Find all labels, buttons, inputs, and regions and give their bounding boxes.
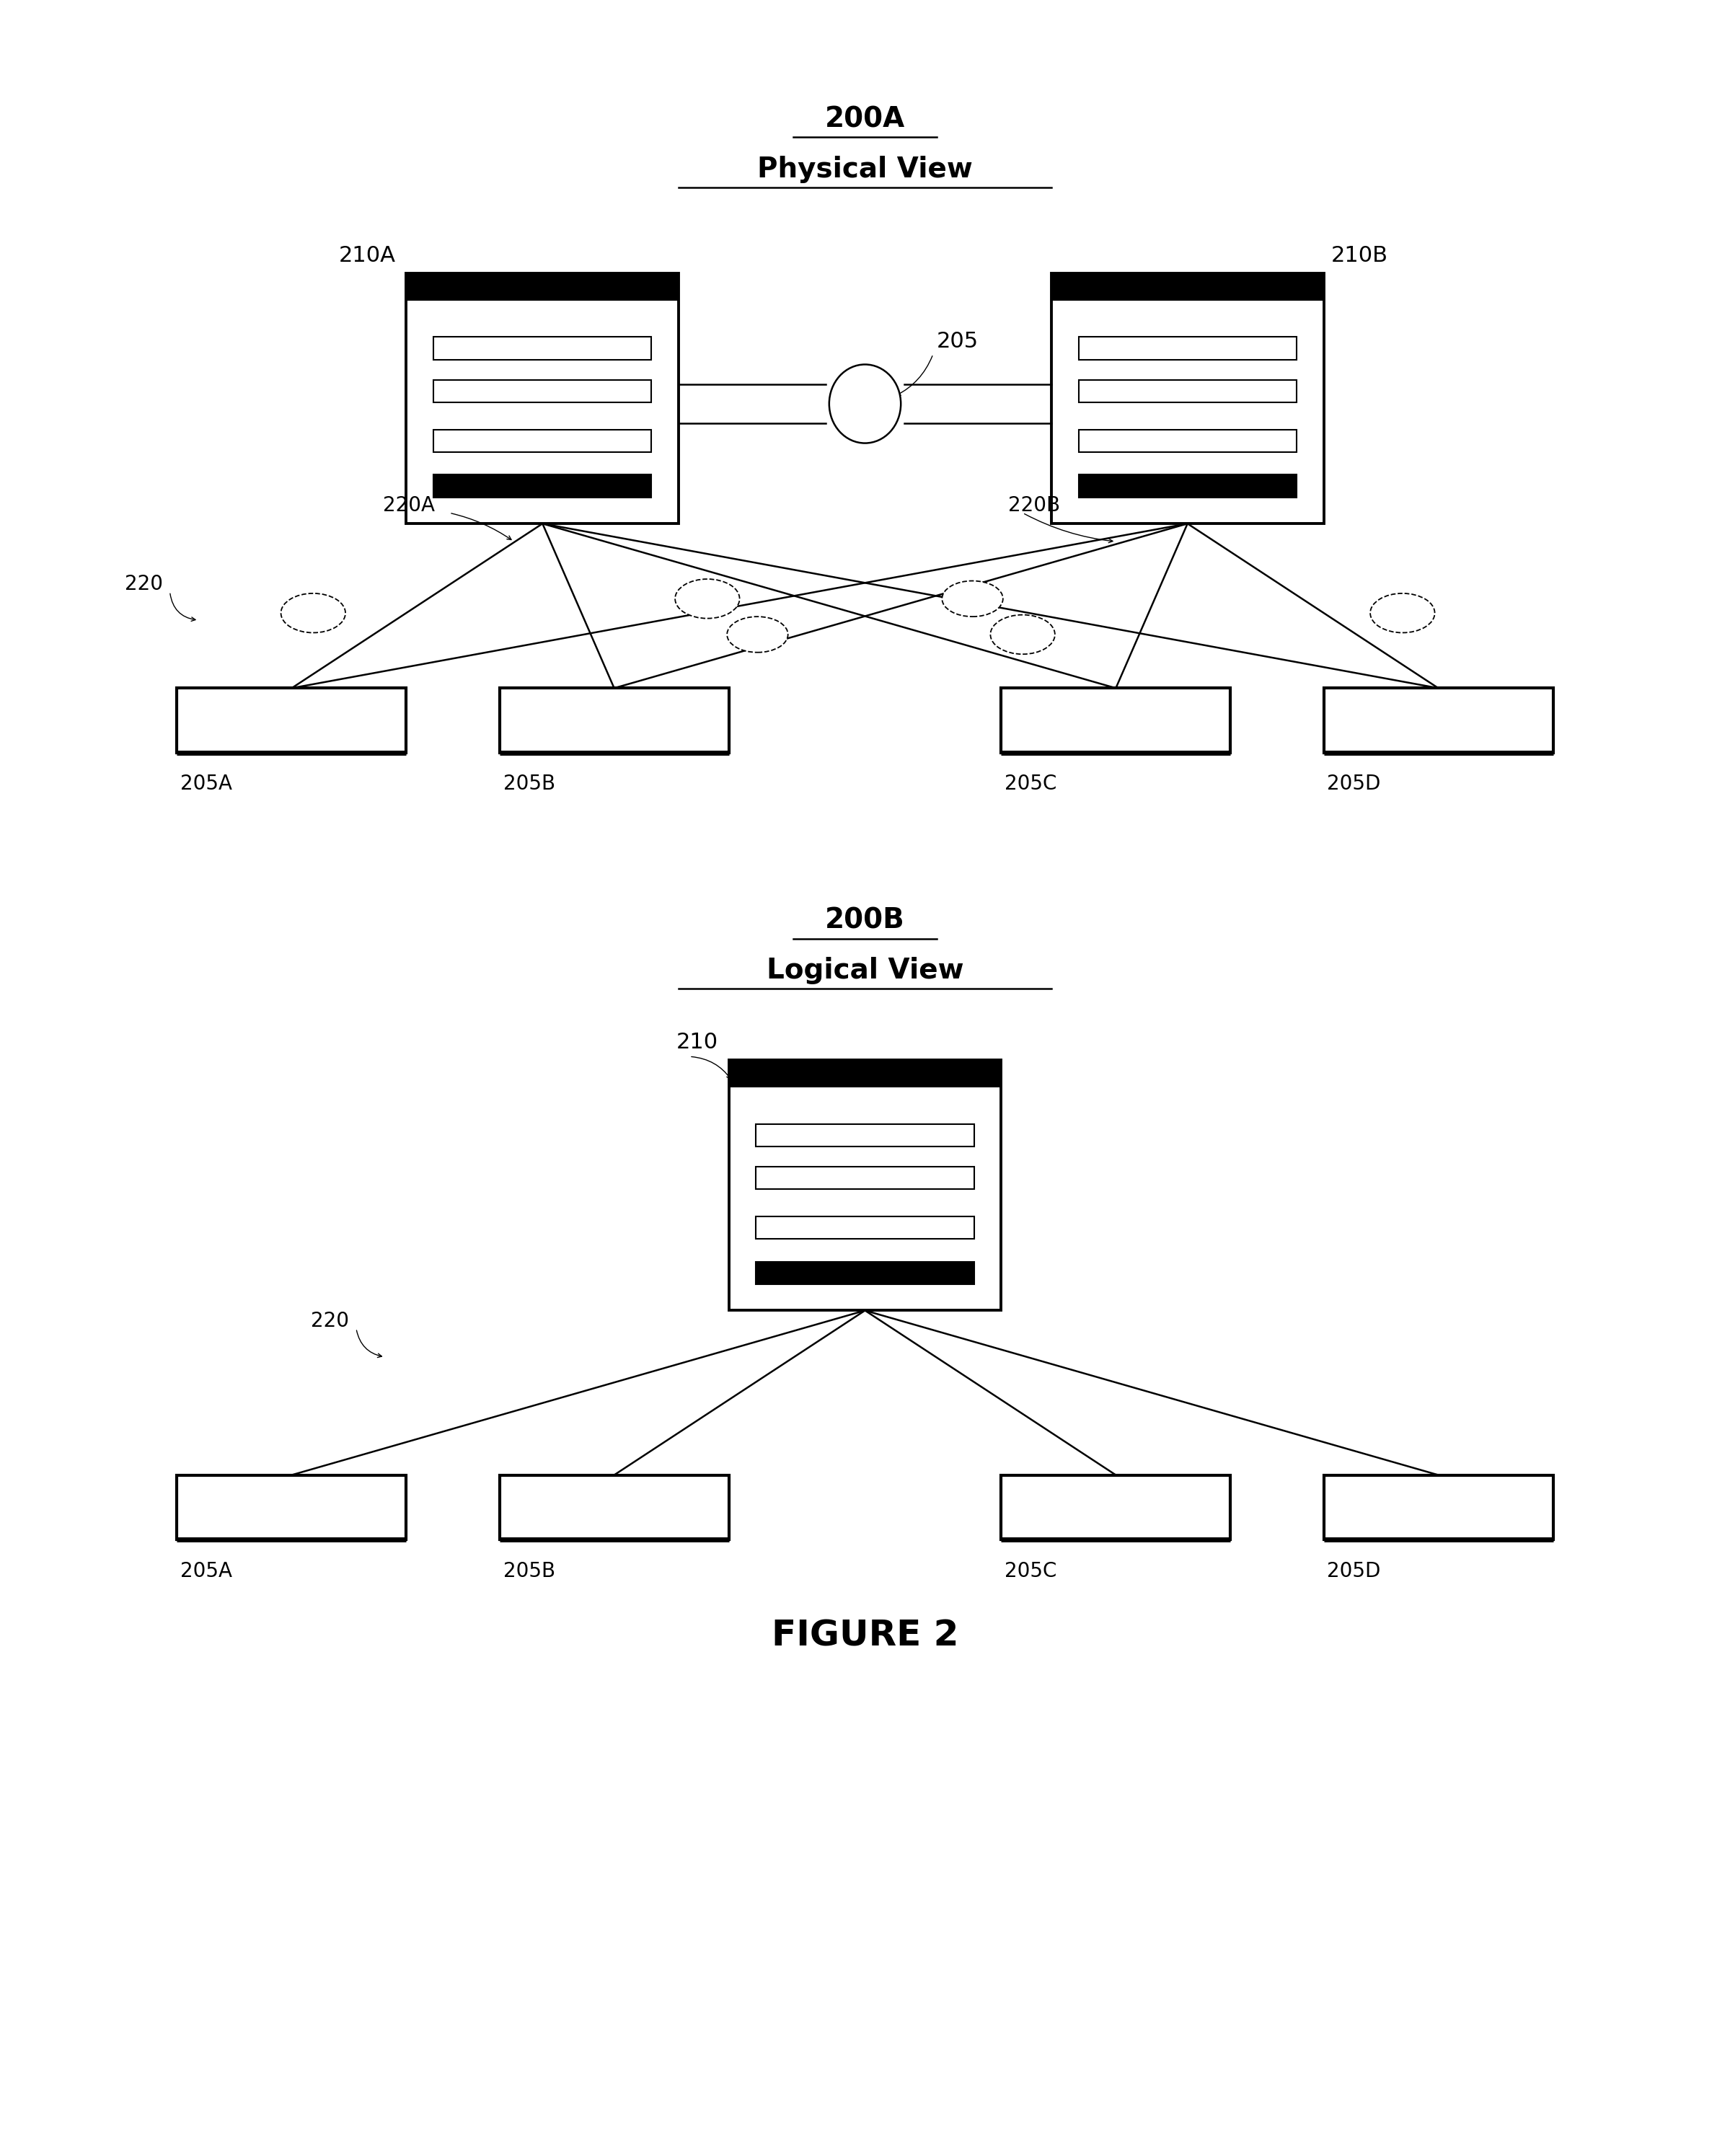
Bar: [728, 1061, 1002, 1311]
Text: 205D: 205D: [1327, 774, 1381, 793]
Bar: [176, 1475, 407, 1539]
Bar: [1002, 1475, 1230, 1539]
Ellipse shape: [990, 614, 1055, 653]
Text: 205A: 205A: [180, 1561, 232, 1580]
Bar: [756, 1123, 974, 1147]
Text: 200B: 200B: [825, 908, 905, 934]
Text: Physical View: Physical View: [758, 155, 972, 183]
Bar: [1078, 379, 1296, 403]
Bar: [434, 429, 652, 453]
Text: 205A: 205A: [180, 774, 232, 793]
Bar: [1052, 274, 1323, 524]
Ellipse shape: [280, 593, 346, 632]
Bar: [1052, 274, 1323, 302]
Bar: [176, 688, 407, 752]
Bar: [756, 1216, 974, 1240]
Text: 210A: 210A: [339, 246, 396, 265]
Ellipse shape: [1370, 593, 1434, 632]
Ellipse shape: [675, 580, 740, 619]
Text: 205C: 205C: [1005, 1561, 1057, 1580]
Text: Logical View: Logical View: [766, 957, 964, 985]
Bar: [500, 1475, 728, 1539]
Ellipse shape: [829, 364, 901, 444]
Bar: [434, 379, 652, 403]
Text: 220A: 220A: [382, 496, 434, 515]
Text: 210: 210: [676, 1033, 718, 1052]
Bar: [500, 688, 728, 752]
Bar: [407, 274, 678, 524]
Bar: [1323, 688, 1554, 752]
Text: 205B: 205B: [503, 774, 555, 793]
Bar: [434, 474, 652, 498]
Text: 205D: 205D: [1327, 1561, 1381, 1580]
Bar: [728, 1061, 1002, 1087]
Text: 220: 220: [125, 573, 163, 595]
Text: 210B: 210B: [1330, 246, 1387, 265]
Bar: [1323, 1475, 1554, 1539]
Ellipse shape: [727, 617, 787, 653]
Bar: [1002, 688, 1230, 752]
Bar: [1078, 474, 1296, 498]
Bar: [1078, 429, 1296, 453]
Bar: [407, 274, 678, 302]
Text: 220B: 220B: [1009, 496, 1060, 515]
Bar: [434, 336, 652, 360]
Bar: [756, 1261, 974, 1285]
Text: 205: 205: [936, 332, 979, 351]
Text: FIGURE 2: FIGURE 2: [772, 1619, 958, 1654]
Ellipse shape: [943, 580, 1003, 617]
Bar: [1078, 336, 1296, 360]
Text: 205C: 205C: [1005, 774, 1057, 793]
Text: 205B: 205B: [503, 1561, 555, 1580]
Bar: [756, 1166, 974, 1190]
Text: 200A: 200A: [825, 106, 905, 134]
Text: 220: 220: [311, 1311, 349, 1330]
